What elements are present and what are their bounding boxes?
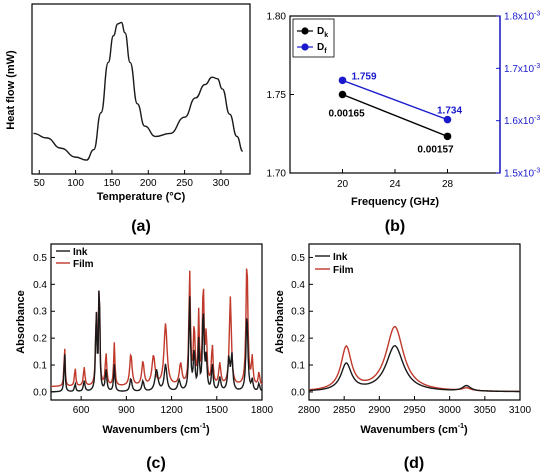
df-point [443, 132, 452, 141]
y-tick-label-c: 0.1 [33, 361, 47, 372]
x-tick-label-a: 100 [67, 178, 84, 189]
x-tick-label-a: 150 [104, 178, 121, 189]
ylabel-d: Absorbance [274, 290, 286, 354]
y-tick-label-left-b: 1.70 [267, 169, 287, 180]
x-tick-label-b: 24 [389, 179, 401, 190]
y-tick-label-right-b: 1.7x10-3 [504, 63, 540, 75]
legend-marker-df [301, 43, 309, 51]
dk-line [342, 79, 448, 121]
xlabel-d: Wavenumbers (cm-1) [360, 423, 468, 436]
y-tick-label-c: 0.2 [33, 334, 47, 345]
x-tick-label-a: 250 [176, 178, 193, 189]
panel-b: 20 24 28 1.70 1.75 1.80 1.5x10-3 1.6x10-3 1.7x10… [267, 11, 541, 236]
y-tick-label-c: 0.0 [33, 387, 47, 398]
x-tick-label-a: 300 [213, 178, 230, 189]
x-tick-label-c: 1500 [206, 405, 229, 416]
dk-point [443, 115, 452, 124]
x-tick-label-c: 900 [118, 405, 135, 416]
ink-spectrum-d [308, 345, 521, 393]
ylabel-c: Absorbance [15, 290, 27, 354]
panel-d: Absorbance 2800 2850 2900 2950 3000 3050 3100 0… [274, 243, 532, 472]
plot-frame-a [31, 3, 251, 175]
dk-point [338, 76, 347, 85]
y-tick-label-d: 0.1 [291, 361, 305, 372]
y-tick-label-c: 0.3 [33, 307, 47, 318]
ticks-b: 20 24 28 1.70 1.75 1.80 1.5x10-3 1.6x10-3 1.7x10… [267, 11, 541, 191]
x-tick-label-a: 200 [140, 178, 157, 189]
dk-label: 1.734 [437, 106, 462, 117]
legend-label-ink-d: Ink [333, 252, 348, 263]
y-tick-label-d: 0.3 [291, 307, 305, 318]
x-tick-label-d: 2950 [403, 405, 426, 416]
x-tick-label-b: 28 [442, 179, 454, 190]
legend-b: Dk Df [292, 18, 335, 58]
legend-box-b [292, 18, 335, 58]
x-tick-label-d: 2900 [368, 405, 391, 416]
x-tick-label-c: 600 [73, 405, 90, 416]
legend-label-film-d: Film [333, 265, 354, 276]
ticks-c: 600 900 1200 1500 1800 0.0 0.1 0.2 0.3 0.4 0.5 [33, 253, 273, 416]
y-tick-label-right-b: 1.5x10-3 [504, 168, 540, 180]
ylabel-a: Heat flow (mW) [5, 50, 17, 130]
panel-a: Heat flow (mW) 50 100 150 200 250 300 Tempera… [5, 3, 251, 235]
x-tick-label-a: 50 [34, 178, 46, 189]
panel-label-d: (d) [404, 455, 424, 472]
panel-c: Absorbance 600 900 1200 1500 1800 0.0 0.1 0.2 0.… [15, 243, 274, 472]
df-label: 0.00165 [329, 109, 366, 120]
x-tick-label-d: 2850 [333, 405, 356, 416]
x-tick-label-d: 3000 [439, 405, 462, 416]
y-tick-label-d: 0.0 [291, 387, 305, 398]
xlabel-c: Wavenumbers (cm-1) [102, 423, 210, 436]
y-tick-label-c: 0.5 [33, 253, 47, 264]
y-tick-label-right-b: 1.8x10-3 [504, 11, 540, 23]
legend-label-dk: Dk [317, 26, 328, 39]
df-label: 0.00157 [417, 144, 454, 155]
df-point [338, 90, 347, 99]
y-tick-label-left-b: 1.80 [267, 12, 287, 23]
xlabel-b: Frequency (GHz) [351, 196, 439, 208]
plot-frame-c [50, 243, 263, 401]
y-tick-label-d: 0.4 [291, 280, 305, 291]
y-tick-label-left-b: 1.75 [267, 90, 287, 101]
x-tick-label-c: 1200 [160, 405, 183, 416]
heat-flow-line [33, 21, 244, 161]
panel-label-a: (a) [131, 218, 151, 235]
x-tick-label-c: 1800 [251, 405, 274, 416]
legend-label-film-c: Film [73, 259, 94, 270]
series-b: 1.759 1.734 0.00165 0.00157 [329, 71, 463, 155]
x-tick-label-d: 3100 [509, 405, 532, 416]
xlabel-a: Temperature (°C) [97, 191, 186, 203]
y-tick-label-d: 0.5 [291, 253, 305, 264]
ink-spectrum-c [50, 290, 263, 393]
panel-label-c: (c) [146, 455, 166, 472]
legend-c: Ink Film [56, 247, 94, 270]
panel-label-b: (b) [385, 218, 405, 235]
legend-label-ink-c: Ink [73, 247, 88, 258]
ticks-d: 2800 2850 2900 2950 3000 3050 3100 0.0 0.1 0.2 0.3… [291, 253, 531, 416]
x-tick-label-b: 20 [337, 179, 349, 190]
x-ticks-a: 50 100 150 200 250 300 [34, 170, 230, 189]
legend-marker-dk [301, 27, 309, 35]
x-tick-label-d: 3050 [474, 405, 497, 416]
df-line [342, 93, 448, 138]
y-tick-label-c: 0.4 [33, 280, 47, 291]
legend-label-df: Df [317, 42, 327, 55]
y-tick-label-d: 0.2 [291, 334, 305, 345]
dk-label: 1.759 [352, 71, 377, 82]
y-tick-label-right-b: 1.6x10-3 [504, 115, 540, 127]
legend-d: Ink Film [315, 252, 354, 276]
x-tick-label-d: 2800 [298, 405, 321, 416]
film-spectrum-c [50, 268, 263, 388]
